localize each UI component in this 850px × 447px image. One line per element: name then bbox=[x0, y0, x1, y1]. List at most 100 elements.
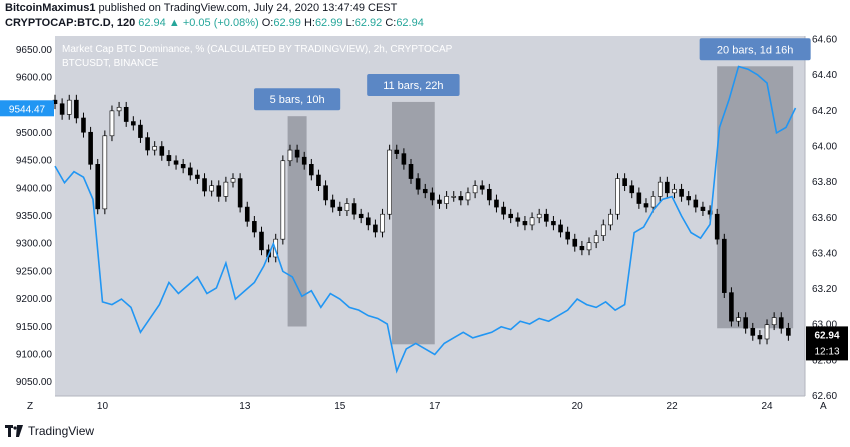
tradingview-logo-icon bbox=[5, 425, 23, 437]
footer-brand[interactable]: TradingView bbox=[28, 424, 95, 438]
left-last-price-tag bbox=[0, 100, 54, 117]
candle-body bbox=[665, 181, 670, 194]
candle-body bbox=[636, 192, 642, 204]
right-axis-tick-label: 64.40 bbox=[812, 70, 837, 81]
candle-body bbox=[558, 224, 563, 233]
candle-body bbox=[714, 213, 720, 240]
range-highlight bbox=[392, 101, 435, 345]
left-axis-tick-label: 9450.00 bbox=[16, 156, 53, 167]
right-axis-tick-label: 63.80 bbox=[812, 177, 837, 188]
range-callout-label: 20 bars, 1d 16h bbox=[717, 44, 793, 56]
left-axis-tick-label: 9050.00 bbox=[16, 377, 53, 388]
candle-body bbox=[707, 210, 713, 215]
candle-body bbox=[437, 199, 442, 204]
chart-subtitle: BTCUSDT, BINANCE bbox=[62, 58, 158, 69]
candle-body bbox=[643, 203, 649, 208]
bar-countdown-label: 12:13 bbox=[814, 346, 839, 357]
candle-body bbox=[771, 317, 777, 326]
candle-body bbox=[173, 160, 179, 165]
candle-body bbox=[351, 203, 357, 215]
candle-body bbox=[216, 185, 222, 197]
candle-body bbox=[451, 196, 457, 198]
candle-body bbox=[657, 181, 663, 197]
right-axis-tick-label: 63.00 bbox=[812, 320, 837, 331]
left-axis-tick-label: 9300.00 bbox=[16, 239, 53, 250]
candle-body bbox=[750, 327, 756, 336]
candle-body bbox=[479, 185, 485, 190]
candle-body bbox=[323, 185, 328, 201]
close-value: 62.94 bbox=[396, 17, 424, 29]
candle-body bbox=[330, 199, 335, 208]
candle-body bbox=[95, 164, 101, 210]
right-axis-tick-label: 64.60 bbox=[812, 35, 837, 46]
candle-body bbox=[622, 178, 627, 187]
range-callout-label: 11 bars, 22h bbox=[383, 80, 443, 92]
candle-body bbox=[294, 149, 300, 158]
candle-body bbox=[259, 231, 264, 251]
right-last-price-tag bbox=[806, 326, 848, 361]
candle-body bbox=[273, 238, 279, 258]
candle-body bbox=[422, 188, 428, 194]
candle-body bbox=[515, 217, 521, 222]
x-axis-tick-label: 15 bbox=[334, 401, 346, 412]
left-axis-tick-label: 9150.00 bbox=[16, 322, 53, 333]
auto-scale-icon[interactable]: A bbox=[820, 401, 827, 412]
candle-body bbox=[579, 245, 585, 251]
candle-body bbox=[508, 213, 513, 219]
chart-title: Market Cap BTC Dominance, % (CALCULATED … bbox=[62, 44, 453, 55]
left-axis-tick-label: 9650.00 bbox=[16, 45, 53, 56]
symbol-name: CRYPTOCAP:BTC.D, 120 bbox=[5, 17, 136, 29]
candle-body bbox=[109, 110, 115, 137]
footer: TradingView bbox=[5, 424, 94, 438]
left-axis-tick-label: 9350.00 bbox=[16, 211, 53, 222]
candle-body bbox=[458, 196, 464, 201]
candle-body bbox=[586, 242, 592, 251]
candle-body bbox=[166, 155, 172, 162]
candle-body bbox=[66, 99, 72, 115]
candle-body bbox=[74, 99, 79, 119]
candle-body bbox=[757, 335, 763, 340]
candle-body bbox=[650, 196, 656, 208]
candle-body bbox=[344, 203, 350, 211]
candle-body bbox=[131, 121, 136, 126]
candle-body bbox=[693, 199, 699, 208]
high-value: 62.99 bbox=[314, 17, 343, 29]
candle-body bbox=[444, 196, 449, 204]
candle-body bbox=[244, 206, 250, 222]
x-axis-tick-label: 17 bbox=[429, 401, 441, 412]
publish-info: published on TradingView.com, July 24, 2… bbox=[98, 2, 398, 14]
candle-body bbox=[401, 153, 407, 165]
left-axis-tick-label: 9200.00 bbox=[16, 294, 53, 305]
symbol-line: CRYPTOCAP:BTC.D, 120 62.94 ▲ +0.05 (+0.0… bbox=[5, 17, 424, 29]
candle-body bbox=[543, 213, 549, 222]
time-axis-panel bbox=[0, 396, 850, 414]
candle-body bbox=[380, 213, 385, 233]
btcusdt-price-line bbox=[54, 65, 797, 374]
candle-body bbox=[252, 221, 257, 233]
candle-body bbox=[679, 188, 684, 197]
candle-body bbox=[686, 196, 692, 201]
author-name[interactable]: BitcoinMaximus1 bbox=[5, 2, 96, 14]
x-axis-tick-label: 13 bbox=[239, 401, 251, 412]
price-change: +0.05 (+0.08%) bbox=[182, 17, 259, 29]
close-label: C: bbox=[385, 17, 397, 29]
candle-body bbox=[415, 178, 421, 190]
low-value: 62.92 bbox=[354, 17, 383, 29]
z-scale-icon[interactable]: Z bbox=[27, 401, 33, 412]
candle-body bbox=[230, 178, 236, 183]
candle-body bbox=[572, 238, 578, 247]
range-highlight bbox=[717, 66, 794, 329]
right-axis-tick-label: 62.60 bbox=[812, 391, 837, 402]
left-axis-tick-label: 9250.00 bbox=[16, 266, 53, 277]
candle-body bbox=[736, 317, 741, 322]
candle-body bbox=[237, 178, 243, 208]
candle-body bbox=[195, 174, 200, 179]
right-axis-tick-label: 63.20 bbox=[812, 284, 837, 295]
candle-body bbox=[123, 106, 129, 122]
candle-body bbox=[88, 131, 93, 165]
candle-body bbox=[672, 188, 677, 194]
candle-body bbox=[608, 213, 613, 226]
candle-body bbox=[629, 185, 635, 194]
candle-body bbox=[102, 135, 108, 210]
